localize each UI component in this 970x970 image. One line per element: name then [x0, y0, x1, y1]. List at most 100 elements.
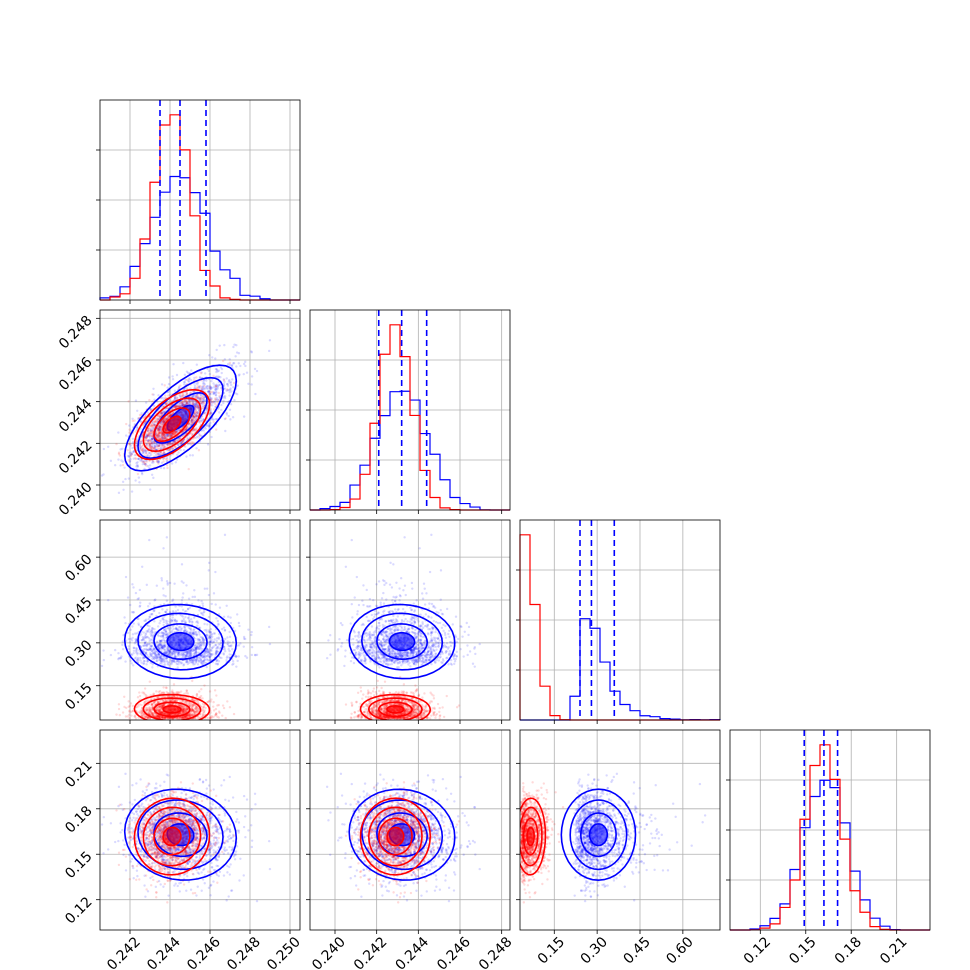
scatter-point-blue: [164, 416, 168, 419]
scatter-point-blue: [155, 433, 158, 436]
scatter-point-blue: [189, 652, 193, 655]
scatter-point-blue: [134, 591, 138, 595]
scatter-point-blue: [244, 360, 247, 364]
scatter-point-red: [195, 411, 199, 414]
scatter-point-blue: [195, 402, 198, 405]
scatter-point-blue: [159, 428, 162, 432]
scatter-point-blue: [158, 428, 161, 432]
scatter-point-red: [196, 386, 199, 390]
scatter-point-blue: [153, 422, 156, 426]
scatter-point-blue: [201, 604, 205, 608]
scatter-point-blue: [227, 380, 231, 383]
scatter-point-red: [149, 440, 152, 443]
scatter-point-red: [173, 440, 177, 443]
scatter-point-blue: [164, 594, 167, 598]
scatter-point-red: [177, 429, 180, 432]
scatter-point-blue: [198, 397, 201, 401]
scatter-point-blue: [146, 643, 149, 647]
scatter-point-blue: [175, 404, 179, 408]
scatter-point-red: [221, 359, 225, 363]
scatter-point-blue: [179, 442, 183, 445]
scatter-point-red: [148, 427, 152, 431]
scatter-point-blue: [238, 373, 241, 376]
scatter-point-blue: [177, 387, 181, 390]
scatter-point-blue: [163, 650, 167, 653]
scatter-point-blue: [200, 419, 203, 423]
scatter-point-blue: [218, 383, 222, 387]
scatter-point-blue: [149, 432, 152, 436]
scatter-point-blue: [150, 631, 154, 635]
scatter-point-blue: [155, 640, 159, 643]
scatter-point-blue: [186, 443, 190, 446]
scatter-point-blue: [186, 401, 190, 404]
scatter-point-red: [163, 433, 166, 436]
scatter-point-blue: [200, 599, 203, 603]
scatter-point-blue: [168, 393, 172, 397]
scatter-point-blue: [170, 654, 174, 657]
scatter-point-red: [209, 407, 212, 411]
scatter-point-blue: [237, 374, 241, 377]
scatter-point-blue: [166, 443, 169, 446]
scatter-point-blue: [229, 616, 232, 619]
scatter-point-red: [149, 447, 153, 451]
scatter-point-blue: [137, 658, 140, 662]
scatter-point-blue: [174, 605, 177, 608]
scatter-point-blue: [244, 654, 247, 658]
scatter-point-blue: [120, 459, 123, 462]
scatter-point-blue: [177, 651, 180, 654]
scatter-point-blue: [160, 433, 163, 436]
scatter-point-blue: [200, 661, 203, 665]
scatter-point-red: [198, 421, 202, 424]
scatter-point-blue: [209, 385, 213, 389]
scatter-point-blue: [205, 387, 208, 390]
scatter-point-blue: [210, 386, 213, 390]
scatter-point-red: [184, 427, 187, 430]
scatter-point-red: [131, 704, 134, 708]
scatter-point-red: [200, 387, 203, 390]
scatter-point-blue: [181, 596, 184, 599]
scatter-point-blue: [157, 646, 160, 649]
scatter-point-blue: [194, 648, 198, 651]
scatter-point-blue: [201, 387, 204, 390]
scatter-point-blue: [242, 362, 246, 366]
scatter-point-blue: [215, 383, 218, 386]
scatter-point-blue: [196, 382, 199, 385]
scatter-point-red: [162, 421, 165, 425]
scatter-point-blue: [192, 428, 195, 432]
scatter-point-red: [194, 415, 197, 418]
scatter-point-blue: [140, 459, 143, 462]
scatter-point-blue: [150, 428, 153, 432]
scatter-point-blue: [139, 659, 142, 662]
scatter-point-blue: [184, 378, 187, 382]
scatter-point-red: [140, 434, 144, 437]
scatter-point-blue: [199, 658, 202, 661]
scatter-point-blue: [148, 615, 152, 619]
scatter-point-blue: [151, 421, 154, 425]
scatter-point-blue: [159, 659, 162, 663]
scatter-point-red: [166, 466, 169, 470]
scatter-point-blue: [187, 626, 191, 630]
scatter-point-blue: [197, 432, 201, 435]
scatter-point-blue: [158, 643, 161, 647]
scatter-point-blue: [154, 652, 157, 656]
scatter-point-red: [181, 392, 185, 395]
scatter-point-blue: [182, 617, 185, 621]
scatter-point-blue: [136, 461, 139, 464]
scatter-point-blue: [146, 434, 149, 438]
scatter-point-blue: [171, 441, 174, 444]
scatter-point-red: [175, 431, 178, 434]
scatter-point-red: [162, 446, 165, 450]
scatter-point-red: [165, 401, 168, 405]
scatter-point-red: [151, 400, 154, 403]
scatter-point-blue: [138, 444, 142, 447]
scatter-point-blue: [183, 626, 187, 629]
scatter-point-red: [127, 400, 130, 403]
scatter-point-blue: [178, 403, 181, 406]
scatter-point-red: [149, 444, 152, 448]
density-core-red: [163, 416, 181, 433]
scatter-point-blue: [132, 611, 135, 614]
scatter-point-blue: [208, 392, 212, 395]
scatter-point-blue: [196, 645, 199, 649]
scatter-point-blue: [223, 646, 226, 649]
scatter-point-blue: [156, 655, 160, 659]
